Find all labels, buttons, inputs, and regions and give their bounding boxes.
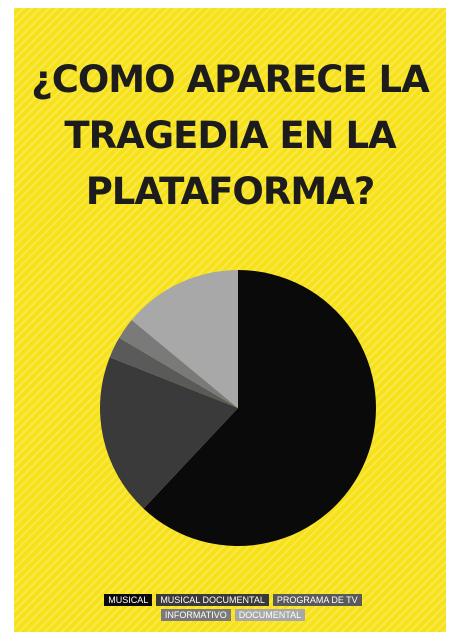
poster-background: ¿COMO APARECE LA TRAGEDIA EN LA PLATAFOR…	[14, 8, 446, 632]
legend-row-1: MUSICAL MUSICAL DOCUMENTAL PROGRAMA DE T…	[88, 594, 378, 606]
legend-item-informativo: INFORMATIVO	[160, 609, 231, 621]
pie-slice-programa-de-tv	[109, 337, 238, 408]
legend-item-musical: MUSICAL	[104, 594, 153, 606]
pie-chart	[99, 270, 376, 547]
legend-item-musical-documental: MUSICAL DOCUMENTAL	[156, 594, 269, 606]
legend-row-2: INFORMATIVO DOCUMENTAL	[88, 609, 378, 621]
pie-slice-informativo	[119, 320, 238, 408]
title-line-2: TRAGEDIA EN LA	[64, 114, 396, 157]
chart-title: ¿COMO APARECE LA TRAGEDIA EN LA PLATAFOR…	[14, 52, 446, 220]
legend-item-programa-de-tv: PROGRAMA DE TV	[272, 594, 362, 606]
pie-slice-documental	[131, 270, 238, 408]
legend: MUSICAL MUSICAL DOCUMENTAL PROGRAMA DE T…	[88, 594, 378, 624]
pie-slice-musical-documental	[99, 357, 238, 509]
legend-item-documental: DOCUMENTAL	[234, 609, 306, 621]
title-line-1: ¿COMO APARECE LA	[31, 58, 430, 101]
pie-slice-musical	[143, 270, 376, 547]
title-line-3: PLATAFORMA?	[85, 170, 376, 213]
